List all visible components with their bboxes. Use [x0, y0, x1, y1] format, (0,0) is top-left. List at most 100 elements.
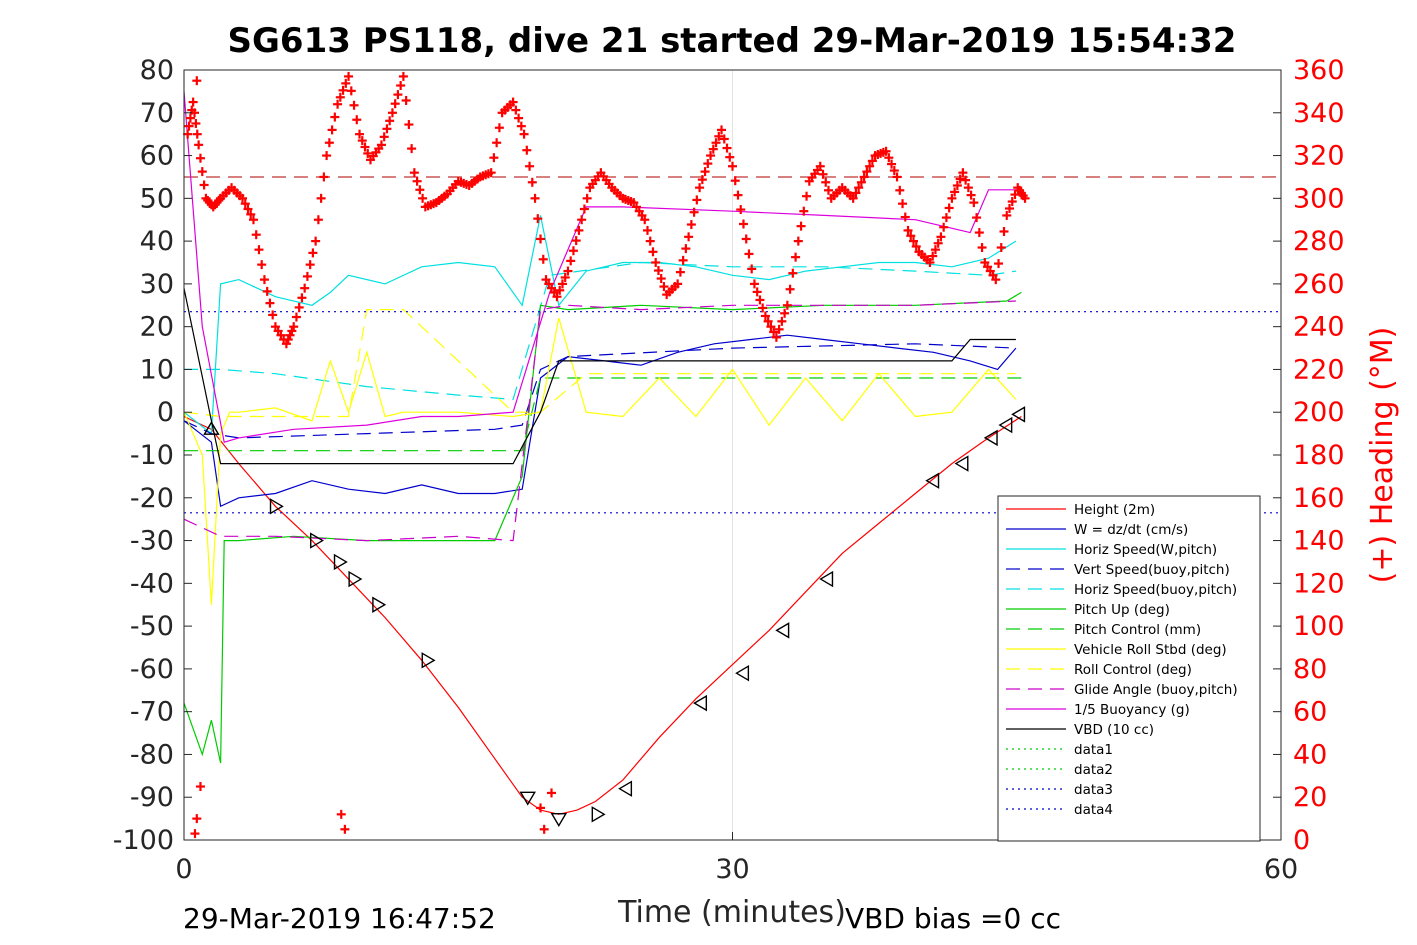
heading-point	[582, 193, 592, 203]
legend-label: Horiz Speed(W,pitch)	[1074, 542, 1217, 558]
heading-point	[958, 168, 968, 178]
footer-vbd-bias: VBD bias =0 cc	[845, 902, 1061, 935]
heading-point	[999, 226, 1009, 236]
heading-point	[695, 183, 705, 193]
legend-label: Glide Angle (buoy,pitch)	[1074, 682, 1238, 698]
y-tick-label: 80	[140, 55, 174, 86]
height-marker	[591, 806, 606, 823]
heading-point	[287, 326, 297, 336]
heading-point	[340, 824, 350, 834]
heading-point	[867, 156, 877, 166]
heading-point	[514, 113, 524, 123]
heading-point	[788, 268, 798, 278]
heading-point	[398, 71, 408, 81]
heading-point	[188, 97, 198, 107]
heading-point	[936, 232, 946, 242]
height-markers	[203, 406, 1026, 827]
heading-point	[651, 258, 661, 267]
y-tick-label: -50	[130, 611, 174, 642]
heading-point	[994, 259, 1004, 269]
heading-point	[780, 308, 790, 318]
y-right-tick-label: 180	[1293, 440, 1345, 471]
height-marker	[203, 420, 220, 435]
heading-point	[747, 264, 757, 274]
heading-point	[977, 243, 987, 253]
heading-point	[725, 152, 735, 162]
heading-point	[322, 151, 332, 161]
heading-point	[297, 293, 307, 303]
heading-point	[782, 300, 792, 310]
heading-point	[763, 316, 773, 326]
heading-point	[552, 292, 562, 302]
heading-point	[673, 279, 683, 289]
heading-point	[741, 234, 751, 244]
legend-label: Height (2m)	[1074, 502, 1155, 518]
heading-point	[319, 172, 329, 182]
heading-point	[190, 829, 200, 839]
y-right-tick-label: 60	[1293, 697, 1327, 728]
heading-point	[966, 190, 976, 200]
heading-point	[184, 121, 194, 131]
height-marker	[421, 652, 436, 669]
legend: Height (2m) W = dz/dt (cm/s) Horiz Speed(W…	[997, 495, 1261, 842]
heading-point	[248, 215, 258, 225]
heading-point	[195, 153, 205, 163]
height-marker	[333, 553, 348, 571]
height-marker	[925, 472, 940, 489]
heading-point	[183, 129, 193, 139]
y-right-tick-label: 340	[1293, 98, 1345, 129]
heading-point	[648, 247, 658, 257]
heading-point	[308, 248, 318, 258]
heading-point	[530, 193, 540, 203]
heading-point	[766, 322, 776, 332]
height-marker	[348, 570, 363, 588]
heading-point	[289, 322, 299, 332]
heading-point	[195, 782, 205, 792]
heading-point	[969, 198, 979, 208]
y-right-tick-label: 360	[1293, 55, 1345, 86]
legend-label: Pitch Up (deg)	[1074, 602, 1170, 618]
heading-point	[191, 118, 201, 128]
heading-point	[689, 207, 699, 217]
heading-point	[711, 138, 721, 148]
heading-point	[393, 90, 403, 100]
heading-point	[527, 177, 537, 187]
heading-point	[344, 71, 354, 81]
heading-point	[568, 246, 578, 256]
heading-point	[327, 125, 337, 135]
heading-point	[418, 193, 428, 203]
heading-point	[492, 138, 502, 148]
heading-point	[387, 108, 397, 118]
heading-point	[706, 151, 716, 161]
heading-point	[941, 213, 951, 223]
footer-timestamp: 29-Mar-2019 16:47:52	[183, 902, 496, 935]
heading-point	[357, 136, 367, 146]
height-marker	[775, 622, 790, 639]
heading-point	[316, 193, 326, 203]
y-tick-label: 30	[140, 269, 174, 300]
heading-point	[777, 316, 787, 326]
heading-point	[324, 138, 334, 148]
heading-point	[708, 144, 718, 154]
heading-point	[785, 284, 795, 294]
heading-point	[1004, 203, 1014, 213]
heading-point	[692, 195, 702, 205]
heading-point	[933, 238, 943, 248]
heading-point	[722, 143, 732, 153]
heading-point	[884, 153, 894, 163]
heading-point	[769, 327, 779, 337]
heading-point	[313, 215, 323, 225]
heading-point	[823, 185, 833, 195]
heading-point	[996, 243, 1006, 253]
heading-point	[259, 275, 269, 285]
heading-point	[686, 220, 696, 230]
heading-point	[774, 324, 784, 334]
legend-label: Vehicle Roll Stbd (deg)	[1074, 642, 1227, 658]
legend-label: 1/5 Buoyancy (g)	[1074, 702, 1190, 718]
heading-point	[199, 180, 209, 190]
heading-point	[681, 244, 691, 254]
heading-point	[887, 159, 897, 169]
y-right-tick-label: 140	[1293, 526, 1345, 557]
heading-point	[262, 286, 272, 296]
heading-point	[363, 148, 373, 158]
